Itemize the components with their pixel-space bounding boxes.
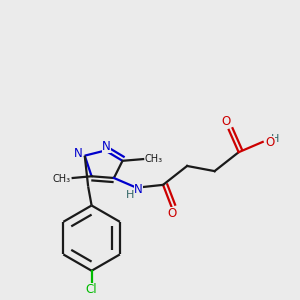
Text: O: O [168, 207, 177, 220]
Text: O: O [266, 136, 275, 149]
Text: H: H [126, 190, 134, 200]
Text: N: N [102, 140, 111, 153]
Text: N: N [74, 147, 83, 161]
Text: N: N [134, 183, 143, 196]
Text: H: H [271, 134, 280, 144]
Text: CH₃: CH₃ [53, 174, 71, 184]
Text: CH₃: CH₃ [145, 154, 163, 164]
Text: O: O [221, 115, 230, 128]
Text: Cl: Cl [86, 283, 98, 296]
